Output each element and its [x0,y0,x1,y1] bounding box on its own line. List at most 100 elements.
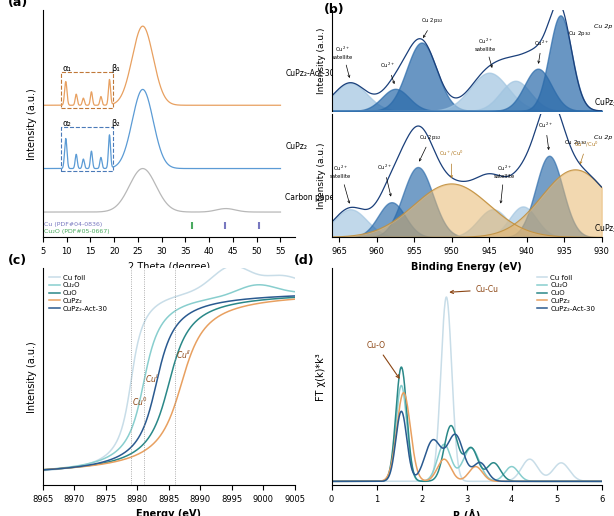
Text: Cu 2p$_{3/2}$: Cu 2p$_{3/2}$ [564,139,588,148]
CuO [192,318,200,325]
Cu₂O [356,478,363,485]
CuO [543,478,551,485]
CuPz₂ [543,478,551,485]
Text: Cu$^{2+}$
satellite: Cu$^{2+}$ satellite [332,44,354,77]
X-axis label: R (Å): R (Å) [453,509,480,516]
Text: Cu$^{2+}$: Cu$^{2+}$ [538,121,553,150]
Text: Cu-O: Cu-O [367,341,399,378]
CuO [539,478,546,485]
Line: Cu₂O: Cu₂O [332,385,602,481]
Cu foil [230,263,238,269]
CuPz₂-Act-30 [539,478,546,485]
Cu foil [291,275,298,281]
Cu foil [447,346,454,352]
Text: (a): (a) [8,0,28,9]
Cu foil [55,466,62,472]
Cu₂O [255,282,263,288]
CuPz₂-Act-30 [55,465,62,472]
CuPz₂-Act-30 [291,293,298,299]
CuO [230,301,238,307]
CuPz₂ [328,478,335,485]
X-axis label: Binding Energy (eV): Binding Energy (eV) [411,262,522,271]
Text: Cu$^{2+}$: Cu$^{2+}$ [381,60,395,84]
CuPz₂-Act-30 [185,311,193,317]
Line: Cu foil: Cu foil [332,297,602,481]
Text: Cu 2p$_{1/2}$: Cu 2p$_{1/2}$ [421,17,445,38]
Text: CuPz₂: CuPz₂ [286,142,307,151]
Cu₂O [200,297,207,303]
Line: Cu₂O: Cu₂O [43,285,295,470]
CuPz₂-Act-30 [356,478,363,485]
Text: Cu$^{2+}$: Cu$^{2+}$ [534,38,549,63]
Text: Cu$^{2+}$
satellite: Cu$^{2+}$ satellite [494,164,515,203]
Bar [61,72,113,108]
Text: (d): (d) [293,254,314,267]
CuPz₂-Act-30 [256,295,263,301]
Cu foil [39,467,47,474]
Cu foil [598,478,605,485]
CuPz₂-Act-30 [192,307,200,313]
Legend: Cu foil, Cu₂O, CuO, CuPz₂, CuPz₂-Act-30: Cu foil, Cu₂O, CuO, CuPz₂, CuPz₂-Act-30 [534,272,598,314]
Cu₂O [398,382,405,389]
Text: Cu$^+$/Cu$^0$: Cu$^+$/Cu$^0$ [439,149,464,178]
Cu₂O [539,478,546,485]
Y-axis label: FT χ(k)*k³: FT χ(k)*k³ [316,353,326,400]
CuPz₂-Act-30 [437,444,445,450]
Cu₂O [39,466,47,473]
Y-axis label: Intensity (a.u.): Intensity (a.u.) [28,88,37,160]
Text: (b): (b) [324,3,344,15]
Text: Cu-Cu: Cu-Cu [451,285,499,295]
Cu₂O [291,288,298,295]
CuPz₂ [514,478,521,485]
CuO [39,466,47,473]
CuPz₂ [39,466,47,473]
Cu₂O [192,299,200,305]
CuO [447,423,454,429]
CuPz₂ [437,458,445,464]
CuPz₂ [185,356,193,362]
Cu foil [230,263,237,269]
CuO [356,478,363,485]
CuPz₂-Act-30 [398,408,405,414]
Cu foil [328,478,335,485]
Cu₂O [514,468,521,474]
CuPz₂ [55,465,62,472]
Text: α₁: α₁ [63,64,71,73]
Line: Cu foil: Cu foil [43,266,295,471]
CuO [437,459,445,465]
Cu₂O [55,465,62,472]
CuPz₂ [256,300,263,307]
CuPz₂-Act-30 [447,435,454,441]
CuPz₂-Act-30 [200,304,207,310]
Line: CuPz₂: CuPz₂ [43,299,295,470]
Line: CuO: CuO [43,297,295,470]
Text: Cu₂O (PDF#05-0667): Cu₂O (PDF#05-0667) [44,230,110,234]
CuPz₂-Act-30 [514,478,521,485]
Line: CuO: CuO [332,367,602,481]
CuPz₂-Act-30 [598,478,605,485]
Cu₂O [230,288,238,295]
Cu foil [437,369,445,376]
CuPz₂-Act-30 [328,478,335,485]
Cu foil [539,471,546,477]
Cu₂O [437,445,445,451]
Y-axis label: Intensity (a.u.): Intensity (a.u.) [317,142,326,208]
Cu₂O [328,478,335,485]
CuPz₂ [400,390,407,396]
Line: CuPz₂-Act-30: CuPz₂-Act-30 [43,296,295,470]
Text: Cu 2p: Cu 2p [594,135,613,140]
CuPz₂ [356,478,363,485]
Line: CuPz₂: CuPz₂ [332,393,602,481]
Cu₂O [598,478,605,485]
Text: Cu (PDF#04-0836): Cu (PDF#04-0836) [44,222,103,228]
X-axis label: 2 Theta (degree): 2 Theta (degree) [128,262,210,271]
Cu foil [192,286,200,292]
Cu₂O [543,478,551,485]
Text: Cu$^{2+}$
satellite: Cu$^{2+}$ satellite [330,164,351,203]
Text: Cu$^0$: Cu$^0$ [133,396,148,408]
Y-axis label: Intensity (a.u.): Intensity (a.u.) [317,27,326,94]
CuO [398,364,405,370]
CuO [514,478,521,485]
Cu₂O [257,282,264,288]
CuO [598,478,605,485]
